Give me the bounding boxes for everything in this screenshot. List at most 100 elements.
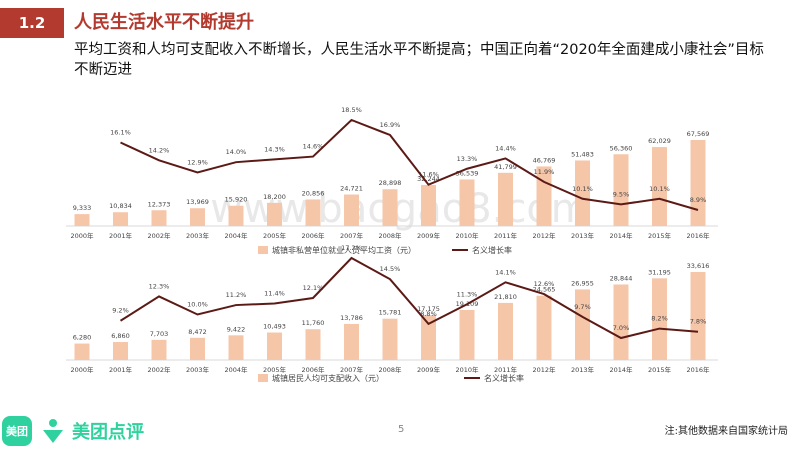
x-tick-label: 2012年 — [532, 365, 556, 374]
bar — [305, 199, 321, 226]
line-value-label: 17.2% — [341, 244, 362, 252]
bar-value-label: 12,373 — [148, 200, 171, 208]
x-tick-label: 2006年 — [301, 231, 325, 240]
bar-value-label: 17,175 — [417, 305, 440, 313]
bar — [382, 318, 398, 360]
bar — [575, 289, 590, 360]
legend-bar-label: 城镇居民人均可支配收入（元） — [272, 373, 384, 383]
bar — [536, 166, 552, 226]
legend-bar-swatch — [258, 374, 268, 382]
bar-value-label: 13,786 — [340, 314, 363, 322]
line-value-label: 9.5% — [613, 190, 630, 198]
bar-value-label: 28,898 — [379, 179, 402, 187]
line-value-label: 14.2% — [149, 146, 170, 154]
bar-value-label: 33,616 — [687, 262, 710, 270]
line-value-label: 14.3% — [264, 145, 285, 153]
line-value-label: 16.9% — [380, 121, 401, 129]
line-value-label: 10.1% — [649, 185, 670, 193]
x-tick-label: 2010年 — [455, 365, 479, 374]
x-tick-label: 2015年 — [648, 231, 672, 240]
x-tick-label: 2011年 — [494, 231, 518, 240]
x-tick-label: 2014年 — [609, 231, 633, 240]
bar — [652, 278, 667, 360]
line-value-label: 8.8% — [420, 310, 437, 318]
x-tick-label: 2000年 — [70, 365, 94, 374]
bar — [536, 295, 552, 360]
logo-text: 美团点评 — [72, 422, 144, 443]
bar-value-label: 10,493 — [263, 323, 286, 331]
x-tick-label: 2009年 — [417, 231, 441, 240]
bar-value-label: 8,472 — [188, 328, 207, 336]
bar-value-label: 9,422 — [227, 325, 246, 333]
bar — [382, 189, 398, 226]
x-tick-label: 2011年 — [494, 365, 518, 374]
x-tick-label: 2000年 — [70, 231, 94, 240]
line-value-label: 12.9% — [187, 159, 208, 167]
line-value-label: 11.9% — [534, 168, 555, 176]
x-tick-label: 2007年 — [340, 231, 364, 240]
x-tick-label: 2006年 — [301, 365, 325, 374]
bar — [151, 339, 167, 360]
line-value-label: 12.6% — [534, 280, 555, 288]
bar-value-label: 36,539 — [456, 169, 479, 177]
bar-value-label: 24,565 — [533, 286, 556, 294]
x-tick-label: 2002年 — [147, 365, 171, 374]
x-tick-label: 2009年 — [417, 365, 441, 374]
bar-value-label: 24,721 — [340, 185, 363, 193]
x-tick-label: 2007年 — [340, 365, 364, 374]
line-value-label: 14.1% — [495, 268, 516, 276]
line-value-label: 14.0% — [226, 148, 247, 156]
line-value-label: 8.2% — [651, 315, 668, 323]
bar — [498, 172, 513, 226]
bar-value-label: 62,029 — [648, 137, 671, 145]
x-tick-label: 2013年 — [571, 231, 595, 240]
bar — [267, 332, 282, 360]
page-number: 5 — [398, 424, 405, 435]
line-value-label: 7.0% — [613, 324, 630, 332]
bar-value-label: 32,244 — [417, 175, 440, 183]
bar-value-label: 67,569 — [687, 130, 710, 138]
headline-text: 平均工资和人均可支配收入不断增长，人民生活水平不断提高；中国正向着“2020年全… — [74, 42, 764, 78]
bar-value-label: 10,834 — [109, 202, 132, 210]
x-tick-label: 2014年 — [609, 365, 633, 374]
line-value-label: 13.3% — [457, 155, 478, 163]
legend-line-label: 名义增长率 — [472, 245, 512, 255]
bar — [74, 214, 90, 226]
bar — [613, 284, 629, 360]
bar-value-label: 46,769 — [533, 156, 556, 164]
bar-value-label: 20,856 — [302, 189, 325, 197]
wage-chart: 9,333 2000年 10,834 2001年 16.1% 12,373 2002年 14.… — [66, 106, 718, 255]
x-tick-label: 2001年 — [109, 231, 133, 240]
bar — [190, 337, 205, 360]
line-value-label: 18.5% — [341, 106, 362, 114]
x-tick-label: 2008年 — [378, 365, 402, 374]
x-tick-label: 2010年 — [455, 231, 479, 240]
line-value-label: 14.6% — [303, 143, 324, 151]
bar-value-label: 9,333 — [73, 204, 92, 212]
logo-badge: 美团 — [2, 416, 32, 446]
x-tick-label: 2008年 — [378, 231, 402, 240]
legend-line-label: 名义增长率 — [484, 373, 524, 383]
bar-value-label: 7,703 — [150, 330, 169, 338]
bar — [190, 208, 205, 226]
bar-value-label: 21,810 — [494, 293, 517, 301]
bar-value-label: 31,195 — [648, 268, 671, 276]
line-value-label: 9.7% — [574, 303, 591, 311]
growth-rate-line — [119, 256, 699, 340]
section-number-badge: 1.2 — [0, 8, 64, 38]
bar-value-label: 6,280 — [73, 334, 92, 342]
line-value-label: 7.8% — [690, 318, 707, 326]
bar — [690, 272, 706, 360]
line-value-label: 11.4% — [264, 289, 285, 297]
x-tick-label: 2005年 — [263, 231, 287, 240]
bar — [344, 323, 359, 360]
x-tick-label: 2012年 — [532, 231, 556, 240]
line-value-label: 9.2% — [112, 307, 129, 315]
bar-value-label: 51,483 — [571, 150, 594, 158]
x-tick-label: 2013年 — [571, 365, 595, 374]
x-tick-label: 2005年 — [263, 365, 287, 374]
bar — [459, 309, 475, 360]
bar-value-label: 41,799 — [494, 163, 517, 171]
bar-value-label: 26,955 — [571, 279, 594, 287]
